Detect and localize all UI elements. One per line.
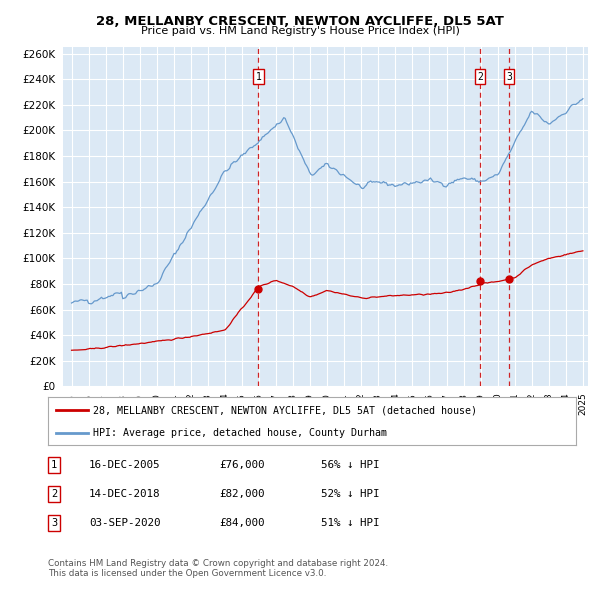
Text: £84,000: £84,000 (219, 518, 265, 527)
Text: 51% ↓ HPI: 51% ↓ HPI (321, 518, 380, 527)
Text: 28, MELLANBY CRESCENT, NEWTON AYCLIFFE, DL5 5AT: 28, MELLANBY CRESCENT, NEWTON AYCLIFFE, … (96, 15, 504, 28)
Text: 56% ↓ HPI: 56% ↓ HPI (321, 460, 380, 470)
Text: 52% ↓ HPI: 52% ↓ HPI (321, 489, 380, 499)
Text: 16-DEC-2005: 16-DEC-2005 (89, 460, 160, 470)
Text: Price paid vs. HM Land Registry's House Price Index (HPI): Price paid vs. HM Land Registry's House … (140, 26, 460, 36)
Text: £82,000: £82,000 (219, 489, 265, 499)
Text: 28, MELLANBY CRESCENT, NEWTON AYCLIFFE, DL5 5AT (detached house): 28, MELLANBY CRESCENT, NEWTON AYCLIFFE, … (93, 405, 477, 415)
Text: 1: 1 (256, 71, 261, 81)
Text: 3: 3 (51, 518, 57, 527)
Text: 2: 2 (51, 489, 57, 499)
Text: 14-DEC-2018: 14-DEC-2018 (89, 489, 160, 499)
Text: 03-SEP-2020: 03-SEP-2020 (89, 518, 160, 527)
Text: 3: 3 (506, 71, 512, 81)
Text: 2: 2 (477, 71, 483, 81)
Text: 1: 1 (51, 460, 57, 470)
Text: This data is licensed under the Open Government Licence v3.0.: This data is licensed under the Open Gov… (48, 569, 326, 578)
Text: Contains HM Land Registry data © Crown copyright and database right 2024.: Contains HM Land Registry data © Crown c… (48, 559, 388, 568)
Text: HPI: Average price, detached house, County Durham: HPI: Average price, detached house, Coun… (93, 428, 387, 438)
Text: £76,000: £76,000 (219, 460, 265, 470)
